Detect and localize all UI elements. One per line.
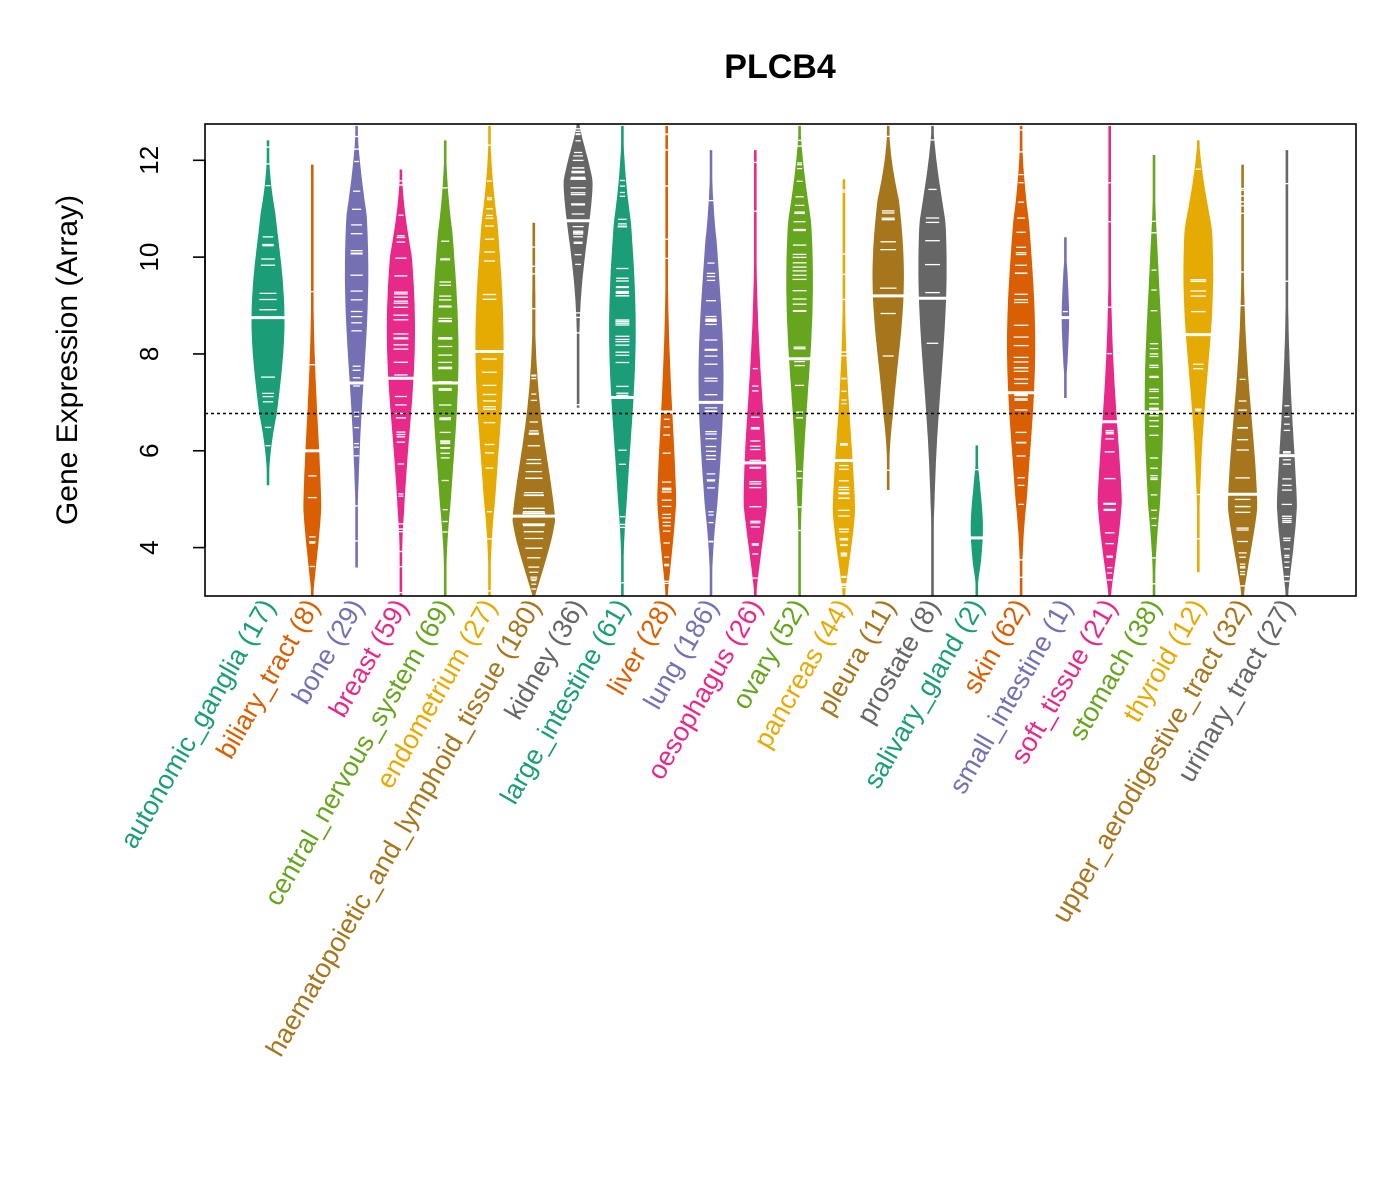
violin-body [1276,150,1297,597]
violin-liver [657,125,677,597]
violin-body [743,150,768,597]
violin-body [918,125,947,597]
violin-haematopoietic-and-lymphoid-tissue [512,222,556,597]
violin-salivary-gland [970,445,984,597]
violin-body [1227,164,1258,597]
violin-body [872,125,904,490]
violin-central-nervous-system [431,140,459,597]
violin-skin [1007,125,1036,597]
violin-body [1183,140,1214,573]
violin-soft-tissue [1097,125,1122,597]
violin-ovary [786,125,813,597]
violin-body [698,150,724,597]
violin-oesophagus [743,150,768,597]
violin-upper-aerodigestive-tract [1227,164,1258,597]
violin-body [657,125,677,597]
violin-body [832,179,855,597]
violin-pancreas [832,179,855,597]
violin-body [1007,125,1036,597]
violin-kidney [563,123,593,408]
violin-body [512,222,556,597]
violin-prostate [918,125,947,597]
violin-biliary-tract [303,164,322,597]
violin-pleura [872,125,904,490]
violin-lung [698,150,724,597]
violin-thyroid [1183,140,1214,573]
violin-urinary-tract [1276,150,1297,597]
violins-layer [251,123,1297,597]
violin-body [970,445,983,597]
x-axis-category-labels: autonomic_ganglia (17)biliary_tract (8)b… [114,594,1300,1061]
y-tick-label: 6 [134,444,164,458]
y-tick-label: 4 [134,540,164,554]
violin-stomach [1144,155,1164,597]
violin-body [251,140,285,486]
violin-body [563,123,593,408]
violin-body [386,169,415,597]
violin-body [609,125,636,597]
violin-autonomic-ganglia [251,140,285,486]
y-axis: 4 6 8 10 12 [134,146,206,555]
violin-body [475,125,504,597]
y-axis-label: Gene Expression (Array) [51,195,84,525]
chart-title: PLCB4 [724,48,836,86]
violin-breast [386,169,415,597]
y-tick-label: 12 [134,146,164,175]
violin-body [303,164,322,597]
violin-bone [344,125,369,568]
plot-frame [204,123,1357,597]
violin-body [1097,125,1122,597]
y-tick-label: 8 [134,347,164,361]
y-tick-label: 10 [134,243,164,272]
violin-small-intestine [1061,237,1070,398]
violin-large-intestine [609,125,636,597]
violin-body [344,125,369,568]
violin-endometrium [474,125,505,597]
